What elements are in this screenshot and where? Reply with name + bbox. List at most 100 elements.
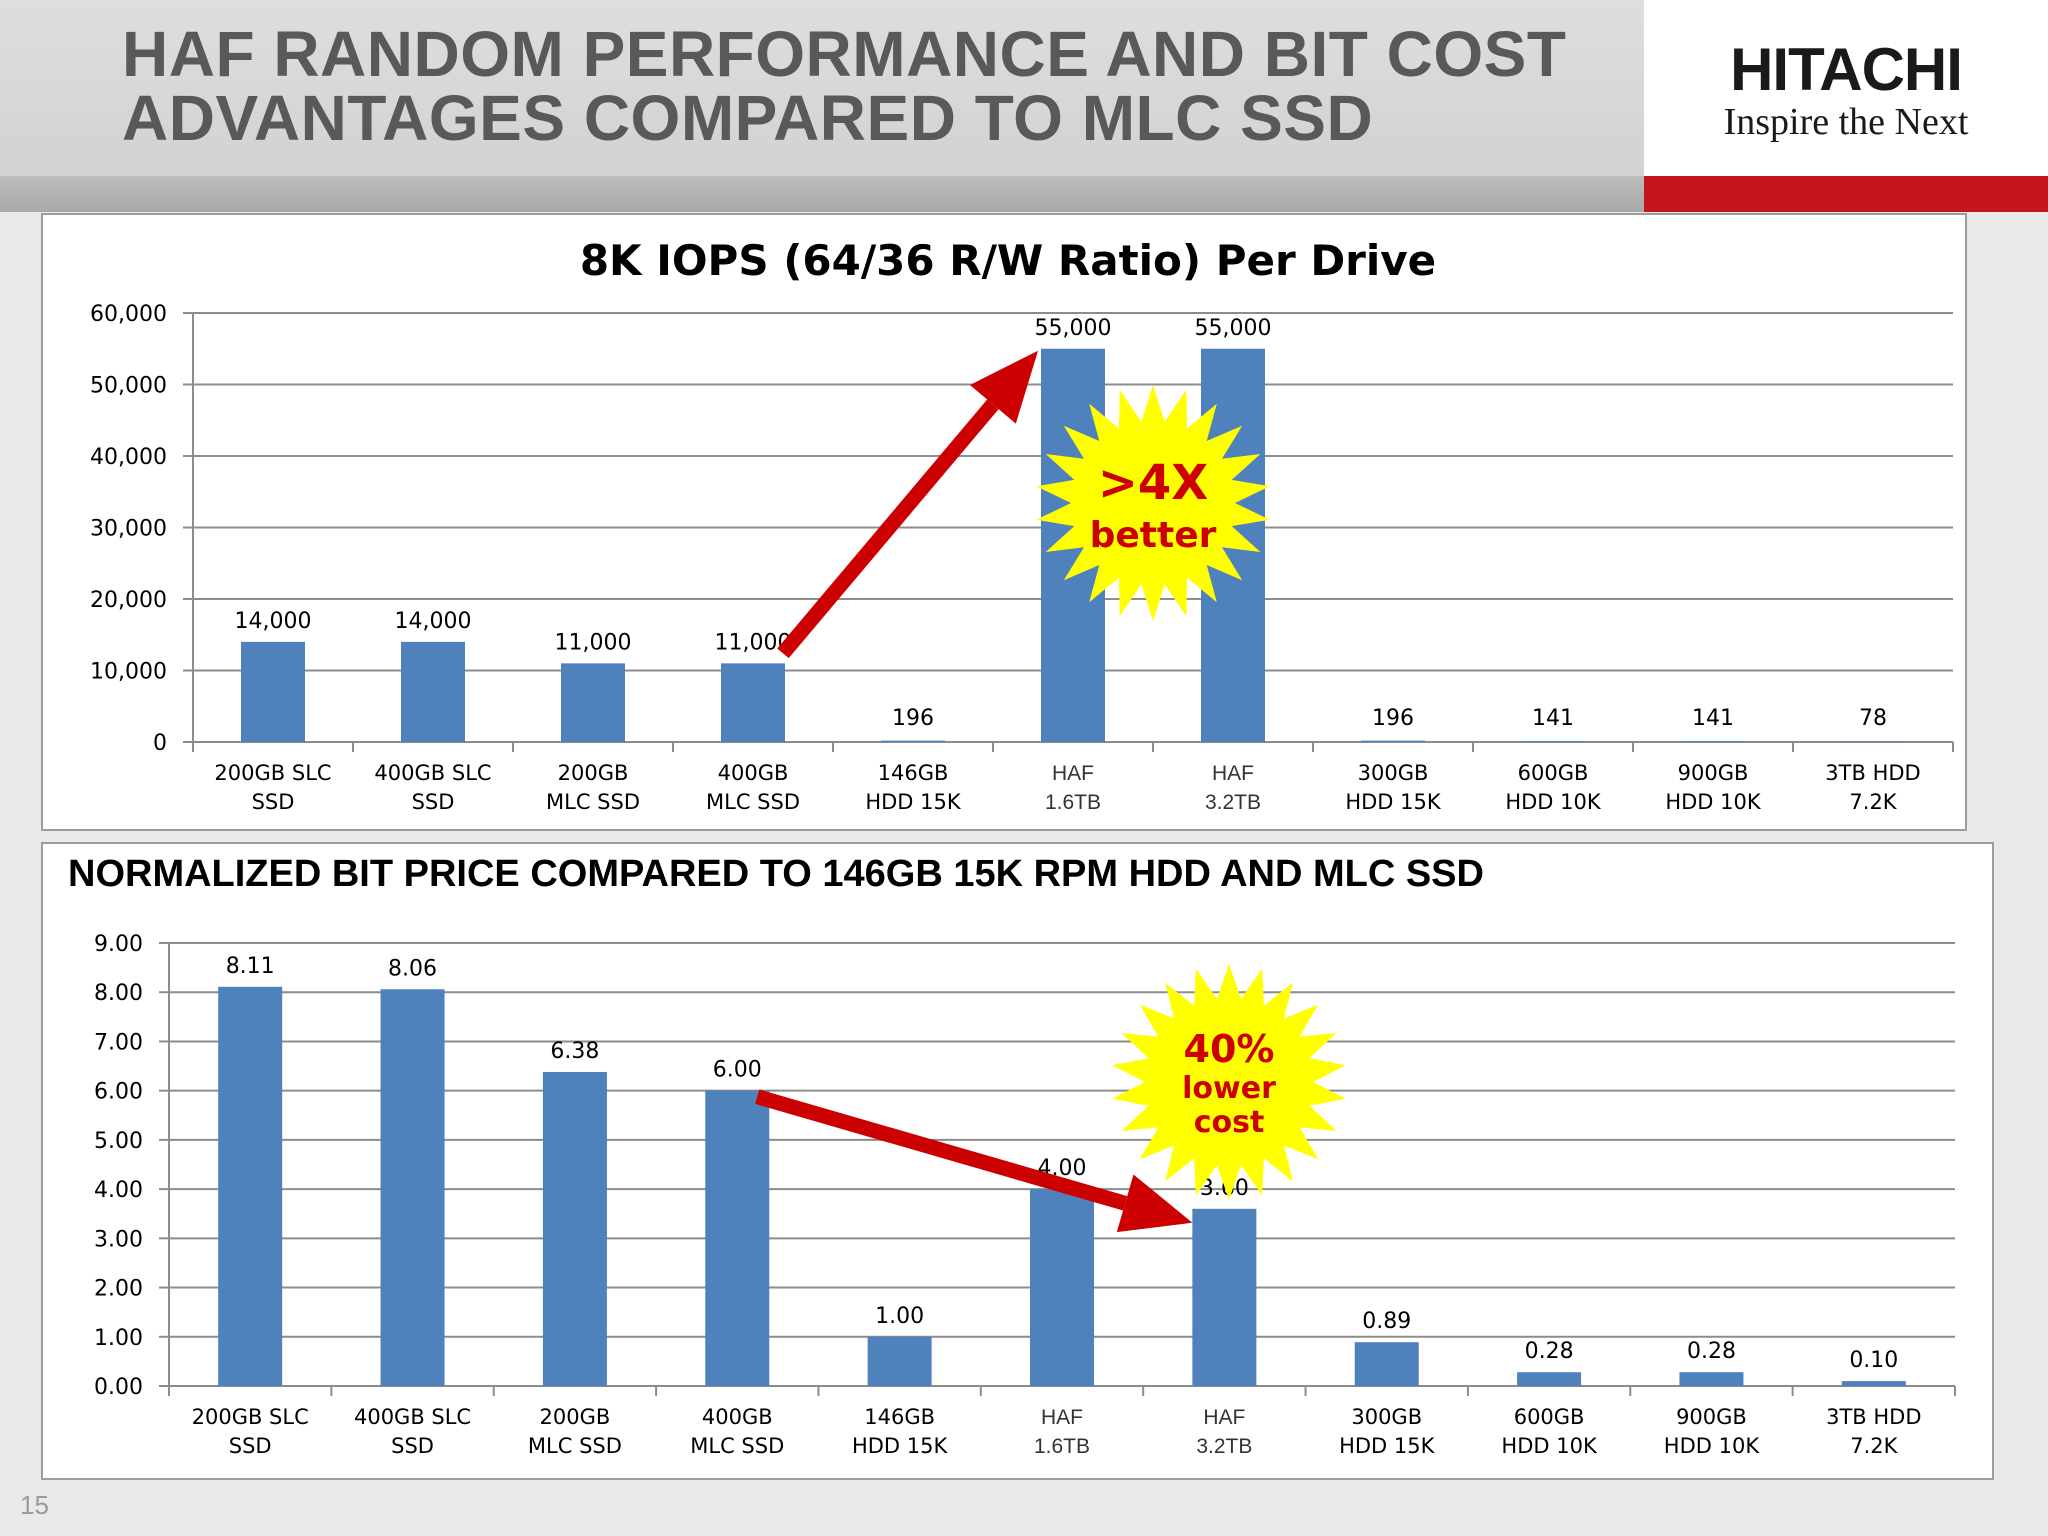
price-chart-title: NORMALIZED BIT PRICE COMPARED TO 146GB 1… <box>68 853 1484 895</box>
iops-category-label: 900GB <box>1678 761 1749 785</box>
price-starburst <box>1112 964 1346 1200</box>
price-y-tick-label: 4.00 <box>94 1178 143 1203</box>
iops-category-label: 300GB <box>1358 761 1429 785</box>
price-data-label: 0.28 <box>1525 1339 1574 1364</box>
header-underline <box>0 176 1644 212</box>
iops-data-label: 55,000 <box>1035 316 1112 341</box>
iops-category-label: 146GB <box>878 761 949 785</box>
bit-price-chart-panel: NORMALIZED BIT PRICE COMPARED TO 146GB 1… <box>41 842 1994 1480</box>
price-bar <box>1192 1208 1257 1386</box>
iops-y-tick-label: 60,000 <box>90 302 167 327</box>
iops-category-label: 1.6TB <box>1045 791 1101 814</box>
price-category-label: MLC SSD <box>690 1434 784 1458</box>
iops-arrow-head <box>969 350 1038 424</box>
iops-category-label: HAF <box>1212 762 1254 785</box>
iops-data-label: 14,000 <box>395 609 472 634</box>
iops-category-label: MLC SSD <box>706 790 800 814</box>
price-category-label: 200GB <box>540 1405 611 1429</box>
iops-category-label: 3TB HDD <box>1825 761 1920 785</box>
iops-data-label: 78 <box>1859 706 1887 731</box>
price-y-tick-label: 9.00 <box>94 932 143 957</box>
iops-category-label: HDD 10K <box>1665 790 1762 814</box>
iops-y-tick-label: 50,000 <box>90 374 167 399</box>
price-annotation-line1: 40% <box>1184 1027 1275 1071</box>
iops-data-label: 141 <box>1532 706 1574 731</box>
iops-category-label: 200GB SLC <box>214 761 331 785</box>
price-category-label: 400GB SLC <box>354 1405 471 1429</box>
price-category-label: SSD <box>229 1434 272 1458</box>
iops-bar <box>1521 740 1585 742</box>
price-y-tick-label: 1.00 <box>94 1326 143 1351</box>
price-category-label: MLC SSD <box>528 1434 622 1458</box>
price-data-label: 0.28 <box>1687 1339 1736 1364</box>
iops-category-label: HDD 10K <box>1505 790 1602 814</box>
iops-category-label: HDD 15K <box>1345 790 1442 814</box>
price-category-label: HDD 15K <box>1339 1434 1436 1458</box>
iops-chart-panel: 8K IOPS (64/36 R/W Ratio) Per Drive 0 10,0… <box>41 213 1967 831</box>
iops-category-label: MLC SSD <box>546 790 640 814</box>
iops-category-label: 600GB <box>1518 761 1589 785</box>
price-y-tick-label: 0.00 <box>94 1375 143 1400</box>
price-category-label: HDD 15K <box>852 1434 949 1458</box>
iops-chart: 8K IOPS (64/36 R/W Ratio) Per Drive 0 10,0… <box>90 236 1954 814</box>
iops-y-tick-label: 10,000 <box>90 660 167 685</box>
iops-category-label: 400GB SLC <box>374 761 491 785</box>
price-category-label: 3TB HDD <box>1826 1405 1921 1429</box>
iops-annotation-line1: >4X <box>1098 455 1209 511</box>
iops-data-label: 11,000 <box>555 630 632 655</box>
brand-tagline: Inspire the Next <box>1723 101 1969 143</box>
price-data-label: 8.11 <box>226 954 275 979</box>
price-data-label: 6.00 <box>713 1058 762 1083</box>
iops-arrow-shaft <box>777 399 999 659</box>
iops-category-label: 3.2TB <box>1205 791 1261 814</box>
iops-category-label: SSD <box>412 790 455 814</box>
price-bar <box>1030 1189 1094 1386</box>
iops-category-label: HDD 15K <box>865 790 962 814</box>
slide-title: HAF RANDOM PERFORMANCE AND BIT COST ADVA… <box>122 22 1622 150</box>
page-number: 15 <box>20 1490 49 1520</box>
price-bar <box>218 986 283 1386</box>
iops-bar <box>1361 740 1425 742</box>
iops-category-label: 400GB <box>718 761 789 785</box>
iops-y-tick-label: 20,000 <box>90 588 167 613</box>
iops-y-tick-label: 40,000 <box>90 445 167 470</box>
price-y-tick-label: 8.00 <box>94 981 143 1006</box>
price-data-label: 8.06 <box>388 956 437 981</box>
price-category-label: SSD <box>391 1434 434 1458</box>
price-category-label: HAF <box>1041 1406 1083 1429</box>
iops-bar <box>881 740 945 742</box>
price-data-label: 1.00 <box>875 1304 924 1329</box>
iops-bar <box>721 663 785 742</box>
price-bar <box>1354 1342 1419 1386</box>
brand-accent-bar <box>1644 176 2048 212</box>
iops-bar <box>241 641 305 742</box>
brand-name: HITACHI <box>1730 36 1963 103</box>
price-arrow-shaft <box>755 1089 1128 1211</box>
price-y-tick-label: 2.00 <box>94 1277 143 1302</box>
price-category-label: 300GB <box>1351 1405 1422 1429</box>
price-category-label: 600GB <box>1514 1405 1585 1429</box>
iops-chart-title: 8K IOPS (64/36 R/W Ratio) Per Drive <box>580 236 1436 285</box>
slide-title-line-1: HAF RANDOM PERFORMANCE AND BIT COST <box>122 18 1567 90</box>
price-y-tick-label: 3.00 <box>94 1227 143 1252</box>
iops-bar <box>401 641 465 742</box>
price-annotation-line3: cost <box>1194 1105 1265 1140</box>
price-bar <box>380 989 445 1386</box>
price-category-label: 1.6TB <box>1034 1435 1090 1458</box>
slide-title-line-2: ADVANTAGES COMPARED TO MLC SSD <box>122 82 1374 154</box>
iops-data-label: 196 <box>1372 706 1414 731</box>
price-category-label: HAF <box>1203 1406 1245 1429</box>
bit-price-chart: NORMALIZED BIT PRICE COMPARED TO 146GB 1… <box>68 853 1956 1458</box>
iops-bar <box>1681 740 1745 742</box>
price-bar <box>1841 1381 1906 1386</box>
price-y-tick-label: 5.00 <box>94 1129 143 1154</box>
price-bar <box>1679 1372 1744 1386</box>
price-category-label: 900GB <box>1676 1405 1747 1429</box>
iops-data-label: 14,000 <box>235 609 312 634</box>
price-bar <box>867 1336 932 1386</box>
price-category-label: HDD 10K <box>1664 1434 1761 1458</box>
price-data-label: 0.10 <box>1849 1348 1898 1373</box>
iops-y-tick-label: 30,000 <box>90 517 167 542</box>
price-data-label: 6.38 <box>550 1039 599 1064</box>
price-bar <box>542 1071 607 1386</box>
